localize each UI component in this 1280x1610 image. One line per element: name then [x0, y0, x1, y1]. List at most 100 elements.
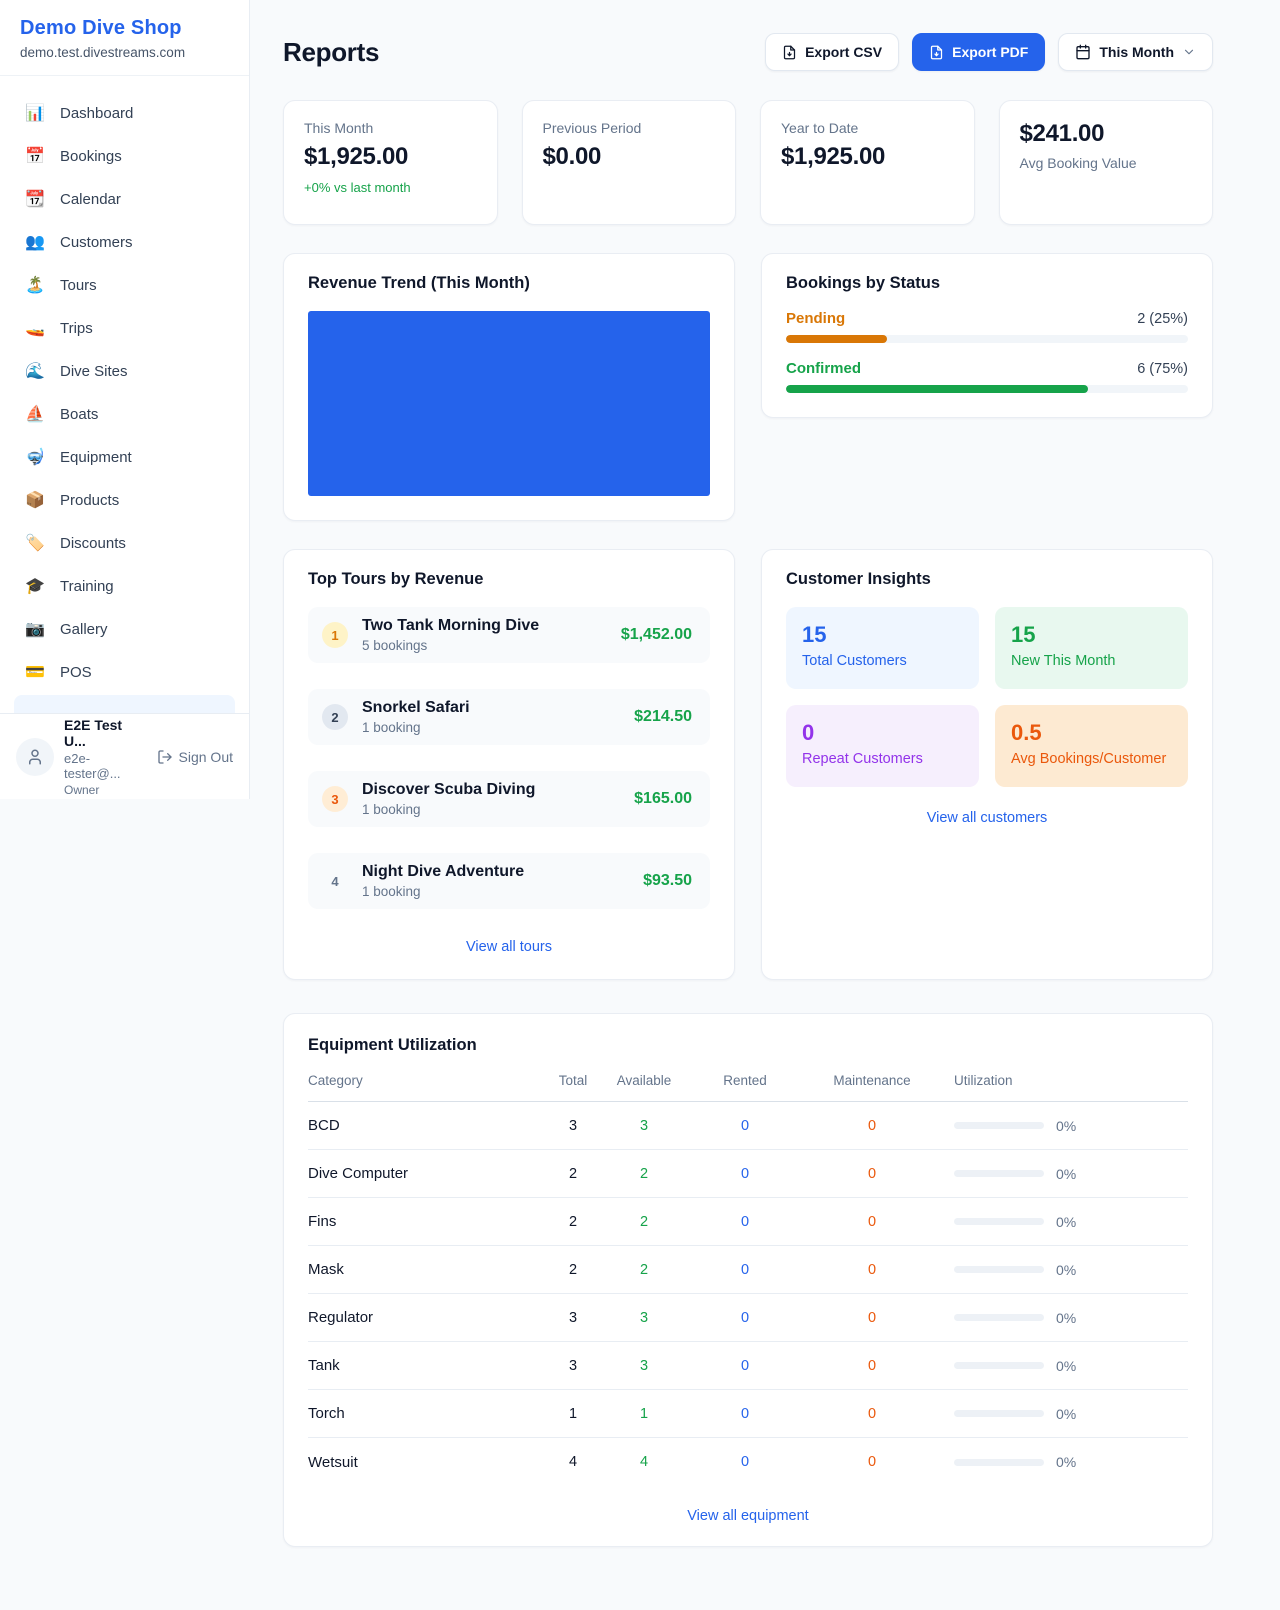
- customer-insights-card: Customer Insights 15 Total Customers 15 New…: [761, 549, 1213, 980]
- cell-rented: 0: [740, 1405, 750, 1422]
- sidebar-item-label: Discounts: [60, 534, 126, 552]
- sidebar-item-label: Customers: [60, 233, 133, 251]
- equipment-utilization-title: Equipment Utilization: [308, 1036, 477, 1054]
- sidebar-item-bookings[interactable]: 📅 Bookings: [14, 136, 235, 176]
- user-role: Owner: [64, 782, 100, 797]
- stat-label: This Month: [304, 120, 374, 136]
- cell-available: 2: [639, 1165, 649, 1182]
- cell-total: 3: [568, 1309, 578, 1326]
- insight-tiles: 15 Total Customers 15 New This Month 0 Repeat…: [786, 607, 1188, 787]
- table-row-regulator: Regulator 3 3 0 0 0%: [308, 1294, 1188, 1342]
- header-actions: Export CSV Export PDF This Month: [765, 33, 1213, 71]
- stat-card-avg-booking-value: $241.00 Avg Booking Value: [998, 100, 1213, 225]
- cell-utilization: 0%: [934, 1454, 1188, 1470]
- user-name: E2E Test U...: [64, 716, 123, 749]
- cell-maintenance: 0: [867, 1309, 877, 1326]
- brand-name: Demo Dive Shop: [20, 17, 182, 39]
- insight-tile-repeat-customers: 0 Repeat Customers: [786, 705, 979, 787]
- view-all-customers-link[interactable]: View all customers: [926, 810, 1048, 826]
- sidebar-item-equipment[interactable]: 🤿 Equipment: [14, 437, 235, 477]
- rank-badge: 4: [331, 873, 339, 889]
- rank-badge: 1: [322, 622, 348, 648]
- top-tours-card: Top Tours by Revenue 1 Two Tank Morning D…: [283, 549, 735, 980]
- cell-total: 2: [568, 1213, 578, 1230]
- stat-card-year-to-date: Year to Date $1,925.00: [760, 100, 975, 225]
- sidebar-item-tours[interactable]: 🏝️ Tours: [14, 265, 235, 305]
- sign-out-label: Sign Out: [178, 748, 233, 765]
- cell-utilization: 0%: [934, 1358, 1188, 1374]
- insight-label: Avg Bookings/Customer: [1011, 751, 1167, 767]
- sidebar-item-label: Bookings: [60, 147, 122, 165]
- cell-maintenance: 0: [867, 1213, 877, 1230]
- tour-bookings: 5 bookings: [362, 638, 428, 653]
- utilization-percent: 0%: [1056, 1357, 1077, 1374]
- cell-available: 2: [639, 1261, 649, 1278]
- sidebar-item-pos[interactable]: 💳 POS: [14, 652, 235, 692]
- sidebar-item-training[interactable]: 🎓 Training: [14, 566, 235, 606]
- sign-out-button[interactable]: Sign Out: [157, 749, 233, 765]
- status-row-confirmed: Confirmed 6 (75%): [786, 360, 1188, 393]
- stat-change: +0% vs last month: [304, 180, 411, 195]
- sidebar-item-discounts[interactable]: 🏷️ Discounts: [14, 523, 235, 563]
- export-pdf-button[interactable]: Export PDF: [912, 33, 1046, 71]
- period-dropdown[interactable]: This Month: [1058, 33, 1213, 71]
- table-row-bcd: BCD 3 3 0 0 0%: [308, 1102, 1188, 1150]
- cell-category: Mask: [308, 1261, 344, 1278]
- cell-available: 3: [639, 1117, 649, 1134]
- cell-category: Wetsuit: [308, 1453, 358, 1471]
- tour-info: Discover Scuba Diving 1 booking: [362, 781, 535, 817]
- sidebar-item-gallery[interactable]: 📷 Gallery: [14, 609, 235, 649]
- table-row-dive-computer: Dive Computer 2 2 0 0 0%: [308, 1150, 1188, 1198]
- cell-utilization: 0%: [934, 1262, 1188, 1278]
- tour-bookings: 1 booking: [362, 884, 421, 899]
- stat-label: Avg Booking Value: [1019, 155, 1137, 171]
- sidebar-item-trips[interactable]: 🚤 Trips: [14, 308, 235, 348]
- utilization-bar: [954, 1218, 1044, 1225]
- boats-icon: ⛵: [25, 406, 45, 423]
- utilization-bar: [954, 1314, 1044, 1321]
- tour-revenue: $1,452.00: [620, 626, 692, 643]
- view-all-tours-link[interactable]: View all tours: [466, 939, 552, 955]
- sidebar-nav: 📊 Dashboard 📅 Bookings 📆 Calendar 👥 Customers 🏝️…: [0, 79, 249, 713]
- sidebar-item-calendar[interactable]: 📆 Calendar: [14, 179, 235, 219]
- gallery-icon: 📷: [25, 621, 45, 638]
- cell-total: 1: [568, 1405, 578, 1422]
- stat-value: $1,925.00: [304, 143, 409, 170]
- sidebar-item-dive-sites[interactable]: 🌊 Dive Sites: [14, 351, 235, 391]
- utilization-bar: [954, 1362, 1044, 1369]
- user-info: E2E Test U... e2e-tester@... Owner: [64, 717, 147, 797]
- sidebar-item-dashboard[interactable]: 📊 Dashboard: [14, 93, 235, 133]
- sidebar-item-products[interactable]: 📦 Products: [14, 480, 235, 520]
- sidebar-item-label: Gallery: [60, 620, 108, 638]
- sidebar-item-boats[interactable]: ⛵ Boats: [14, 394, 235, 434]
- utilization-percent: 0%: [1056, 1213, 1077, 1230]
- status-row-pending: Pending 2 (25%): [786, 310, 1188, 343]
- cell-available: 3: [639, 1309, 649, 1326]
- stat-value: $1,925.00: [781, 143, 886, 170]
- export-csv-button[interactable]: Export CSV: [765, 33, 900, 71]
- tour-row-discover-scuba-diving: 3 Discover Scuba Diving 1 booking $165.00: [308, 771, 710, 827]
- calendar-icon: [1075, 44, 1091, 60]
- file-download-icon: [929, 45, 944, 60]
- customer-insights-title: Customer Insights: [786, 570, 931, 588]
- training-icon: 🎓: [25, 578, 45, 595]
- utilization-percent: 0%: [1056, 1405, 1077, 1422]
- insight-tile-avg-bookings-customer: 0.5 Avg Bookings/Customer: [995, 705, 1188, 787]
- sidebar-item-reports-active[interactable]: [14, 695, 235, 713]
- revenue-trend-title: Revenue Trend (This Month): [308, 274, 530, 292]
- export-csv-label: Export CSV: [805, 44, 883, 60]
- view-all-equipment-link[interactable]: View all equipment: [687, 1508, 809, 1524]
- sidebar-item-label: Dashboard: [60, 104, 134, 122]
- period-label: This Month: [1099, 44, 1174, 60]
- sidebar-item-label: Boats: [60, 405, 99, 423]
- equipment-table-body: BCD 3 3 0 0 0% Dive Computer 2 2 0 0 0% Fins 2 2 0 0 0% Ma…: [308, 1102, 1188, 1486]
- utilization-bar: [954, 1122, 1044, 1129]
- status-label: Pending: [786, 310, 846, 327]
- utilization-percent: 0%: [1056, 1309, 1077, 1326]
- cell-rented: 0: [740, 1357, 750, 1374]
- cell-category: Fins: [308, 1213, 337, 1230]
- cell-category: Regulator: [308, 1309, 374, 1326]
- bookings-by-status-title: Bookings by Status: [786, 274, 941, 292]
- sidebar-item-customers[interactable]: 👥 Customers: [14, 222, 235, 262]
- tour-revenue: $214.50: [634, 708, 692, 725]
